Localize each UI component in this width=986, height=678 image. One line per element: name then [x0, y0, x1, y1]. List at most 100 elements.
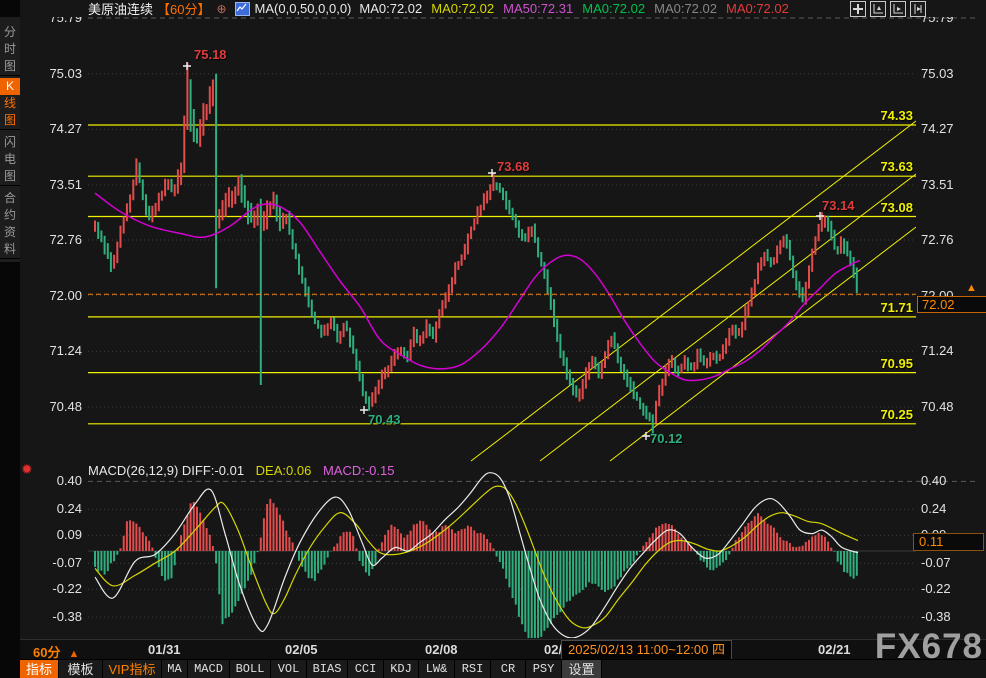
shift-right-icon[interactable]	[910, 1, 926, 17]
indicator-toolbar: 指标 模板 VIP指标 MA MACD BOLL VOL BIAS CCI KDJ LW& RSI CR…	[20, 659, 986, 678]
tab-char: 约	[3, 208, 16, 222]
fx678-watermark: FX678	[874, 627, 983, 666]
macd-value: MACD:-0.15	[322, 463, 395, 478]
toolbar-button-RSI[interactable]: RSI	[455, 660, 491, 678]
tab-char: 电	[3, 152, 16, 166]
toolbar-button-VIP指标[interactable]: VIP指标	[103, 660, 162, 678]
extreme-price-label: 70.43	[368, 412, 401, 427]
right-axis-label: 71.24	[921, 343, 954, 359]
ma-value: MA50:72.31	[503, 1, 574, 16]
x-axis-strip: 60分 ▲ 01/31 02/05 02/08 02/02/21 2025/02/13 …	[20, 639, 986, 660]
right-axis-label: 74.27	[921, 121, 954, 137]
symbol-name: 美原油连续	[88, 2, 154, 17]
chevron-up-icon: ▲	[68, 648, 80, 660]
tab-char: 资	[3, 225, 16, 239]
macd-right-axis-label: -0.38	[921, 609, 951, 625]
toolbar-button-设置[interactable]: 设置	[562, 660, 602, 678]
macd-title: MACD(26,12,9) DIFF:-0.01	[88, 463, 245, 478]
macd-left-axis-label: 0.40	[56, 473, 82, 489]
tab-char: K	[0, 78, 20, 95]
toolbar-button-CR[interactable]: CR	[491, 660, 526, 678]
tab-char: 图	[3, 113, 16, 127]
hover-date-tooltip: 2025/02/13 11:00~12:00 四	[561, 640, 732, 660]
chart-tool-icons	[850, 1, 926, 17]
ma-value: MA0:72.02	[359, 1, 423, 16]
left-axis-label: 74.27	[49, 121, 82, 137]
sidebar-tab-3[interactable]: 闪电图	[0, 134, 20, 186]
x-axis-label: 02/05	[285, 642, 318, 657]
tab-char: 料	[3, 242, 16, 256]
macd-right-axis-label: -0.07	[921, 555, 951, 571]
toolbar-button-LW&[interactable]: LW&	[419, 660, 455, 678]
tab-char: 时	[3, 42, 16, 56]
toolbar-button-MACD[interactable]: MACD	[188, 660, 230, 678]
toolbar-button-KDJ[interactable]: KDJ	[384, 660, 419, 678]
ma-value: MA0:72.02	[431, 1, 495, 16]
left-axis-label: 70.48	[49, 399, 82, 414]
indicator-chart-icon[interactable]	[234, 1, 250, 16]
right-axis-label: 72.76	[921, 231, 954, 247]
x-axis-label: 02/21	[818, 642, 851, 657]
macd-header: MACD(26,12,9) DIFF:-0.01 DEA:0.06 MACD:-…	[88, 463, 394, 478]
toolbar-button-BIAS[interactable]: BIAS	[307, 660, 348, 678]
extreme-price-label: 75.18	[194, 47, 227, 62]
link-icon[interactable]: ⊕	[216, 1, 227, 16]
macd-left-axis-label: -0.38	[52, 609, 82, 625]
trend-level-label: 73.08	[880, 199, 913, 215]
ma-value: MA0:72.02	[582, 1, 646, 16]
ma-legend: MA0:72.02 MA0:72.02 MA50:72.31 MA0:72.02 MA0…	[359, 1, 797, 16]
x-axis-label: 02/	[544, 642, 563, 657]
sidebar-tab-4[interactable]: 合约资料	[0, 190, 20, 259]
macd-right-axis-label: -0.22	[921, 581, 951, 597]
tab-char: 线	[3, 96, 16, 110]
macd-left-axis-label: -0.07	[52, 555, 82, 571]
left-axis-label: 73.51	[49, 177, 82, 193]
extreme-price-label: 70.12	[650, 431, 683, 446]
macd-marker-box: 0.11	[913, 533, 984, 551]
toolbar-button-CCI[interactable]: CCI	[348, 660, 384, 678]
toolbar-button-模板[interactable]: 模板	[59, 660, 103, 678]
right-axis-label: 70.48	[921, 399, 954, 414]
left-axis-label: 72.76	[49, 231, 82, 247]
sidebar-tab-1[interactable]: 分时图	[0, 24, 20, 76]
period-label: 60分	[33, 645, 61, 660]
toolbar-button-MA[interactable]: MA	[162, 660, 188, 678]
trend-level-label: 71.71	[880, 299, 913, 315]
period-selector[interactable]: 60分 ▲	[33, 642, 79, 661]
toolbar-button-VOL[interactable]: VOL	[271, 660, 307, 678]
left-axis-label: 75.03	[49, 65, 82, 81]
right-axis-label: 73.51	[921, 177, 954, 193]
ma-value: MA0:72.02	[654, 1, 717, 16]
toolbar-button-指标[interactable]: 指标	[20, 660, 59, 678]
macd-left-axis-label: -0.22	[52, 581, 82, 597]
trend-level-label: 70.25	[880, 406, 913, 422]
crosshair-icon[interactable]	[850, 1, 866, 17]
macd-dea-value: DEA:0.06	[255, 463, 312, 478]
macd-right-axis-label: 0.40	[921, 473, 947, 489]
x-axis-label: 02/08	[425, 642, 458, 657]
macd-left-axis-label: 0.09	[56, 527, 82, 543]
trend-level-label: 70.95	[880, 355, 913, 371]
zoom-axis-right-icon[interactable]	[890, 1, 906, 17]
zoom-axis-up-icon[interactable]	[870, 1, 886, 17]
extreme-price-label: 73.68	[497, 159, 530, 174]
toolbar-button-PSY[interactable]: PSY	[526, 660, 562, 678]
indicator-settings-icon[interactable]: ✹	[21, 461, 33, 477]
tab-char: 合	[3, 191, 16, 205]
left-axis-label: 71.24	[49, 343, 82, 359]
extreme-price-label: 73.14	[822, 198, 855, 213]
toolbar-button-BOLL[interactable]: BOLL	[230, 660, 271, 678]
trend-level-label: 74.33	[880, 107, 913, 123]
tab-char: 分	[3, 25, 16, 39]
chart-header-bar: 美原油连续 【60分】 ⊕ MA(0,0,50,0,0,0) MA0:72.02…	[20, 0, 986, 17]
ma-settings-label: MA(0,0,50,0,0,0)	[254, 1, 352, 16]
ma-value: MA0:72.02	[725, 1, 789, 16]
x-axis-label: 01/31	[148, 642, 181, 657]
current-price-box: 72.02	[917, 296, 986, 313]
period-badge[interactable]: 【60分】	[157, 2, 211, 17]
